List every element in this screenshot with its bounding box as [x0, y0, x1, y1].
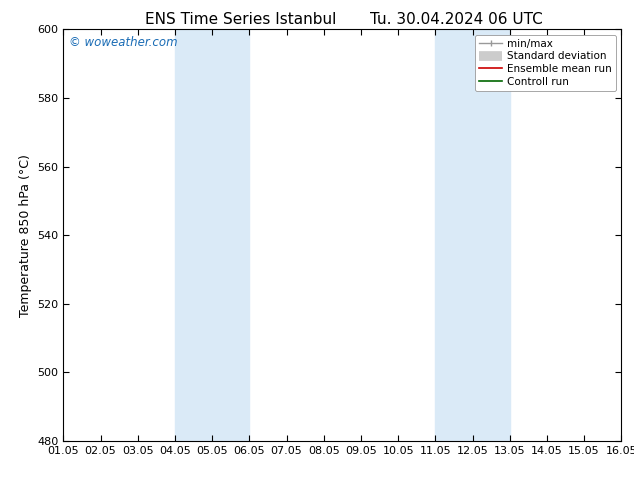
- Text: ENS Time Series Istanbul: ENS Time Series Istanbul: [145, 12, 337, 27]
- Legend: min/max, Standard deviation, Ensemble mean run, Controll run: min/max, Standard deviation, Ensemble me…: [475, 35, 616, 91]
- Text: © woweather.com: © woweather.com: [69, 36, 178, 49]
- Text: Tu. 30.04.2024 06 UTC: Tu. 30.04.2024 06 UTC: [370, 12, 543, 27]
- Bar: [436, 29, 510, 441]
- Y-axis label: Temperature 850 hPa (°C): Temperature 850 hPa (°C): [19, 154, 32, 317]
- Bar: [175, 29, 249, 441]
